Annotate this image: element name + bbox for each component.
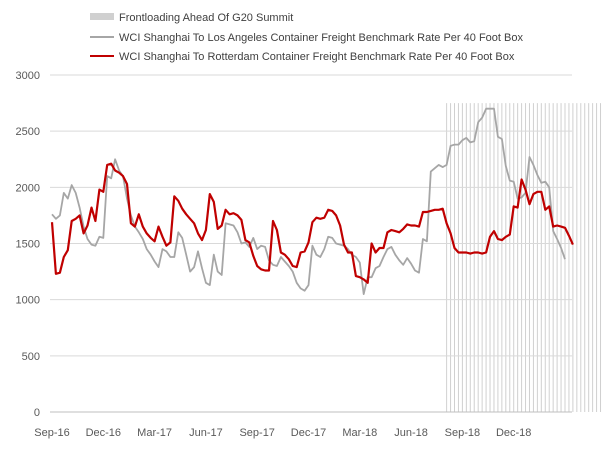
- y-tick-label-1000: 1000: [16, 295, 40, 307]
- x-tick-label-1: Dec-16: [86, 427, 121, 439]
- y-tick-label-1500: 1500: [16, 239, 40, 251]
- legend-entry-los-angeles: WCI Shanghai To Los Angeles Container Fr…: [90, 32, 523, 44]
- x-tick-label-5: Dec-17: [291, 427, 326, 439]
- x-tick-label-3: Jun-17: [189, 427, 223, 439]
- legend-swatch-frontloading: [90, 13, 114, 20]
- y-tick-label-2500: 2500: [16, 126, 40, 138]
- series-line-rotterdam: [50, 162, 574, 284]
- gridlines: [50, 74, 572, 357]
- x-tick-label-9: Dec-18: [496, 427, 531, 439]
- y-tick-label-0: 0: [34, 407, 40, 419]
- series-line-los-angeles: [51, 107, 566, 296]
- legend-entry-rotterdam: WCI Shanghai To Rotterdam Container Frei…: [90, 51, 515, 63]
- y-tick-label-500: 500: [22, 351, 40, 363]
- legend-label-los-angeles: WCI Shanghai To Los Angeles Container Fr…: [119, 32, 523, 44]
- legend-entry-frontloading: Frontloading Ahead Of G20 Summit: [90, 12, 293, 24]
- x-tick-label-8: Sep-18: [445, 427, 480, 439]
- legend-label-frontloading: Frontloading Ahead Of G20 Summit: [119, 12, 293, 24]
- legend: Frontloading Ahead Of G20 Summit WCI Sha…: [90, 12, 523, 63]
- y-tick-labels: 0 500 1000 1500 2000 2500 3000: [16, 70, 40, 419]
- series-lines: [50, 107, 574, 296]
- x-tick-label-7: Jun-18: [394, 427, 428, 439]
- x-tick-label-2: Mar-17: [137, 427, 172, 439]
- y-tick-label-2000: 2000: [16, 182, 40, 194]
- legend-label-rotterdam: WCI Shanghai To Rotterdam Container Frei…: [119, 51, 515, 63]
- x-tick-label-6: Mar-18: [342, 427, 377, 439]
- x-tick-labels: Sep-16 Dec-16 Mar-17 Jun-17 Sep-17 Dec-17 Mar-…: [34, 427, 531, 439]
- shaded-region: [446, 103, 602, 412]
- x-tick-label-0: Sep-16: [34, 427, 69, 439]
- x-tick-label-4: Sep-17: [239, 427, 274, 439]
- y-tick-label-3000: 3000: [16, 70, 40, 82]
